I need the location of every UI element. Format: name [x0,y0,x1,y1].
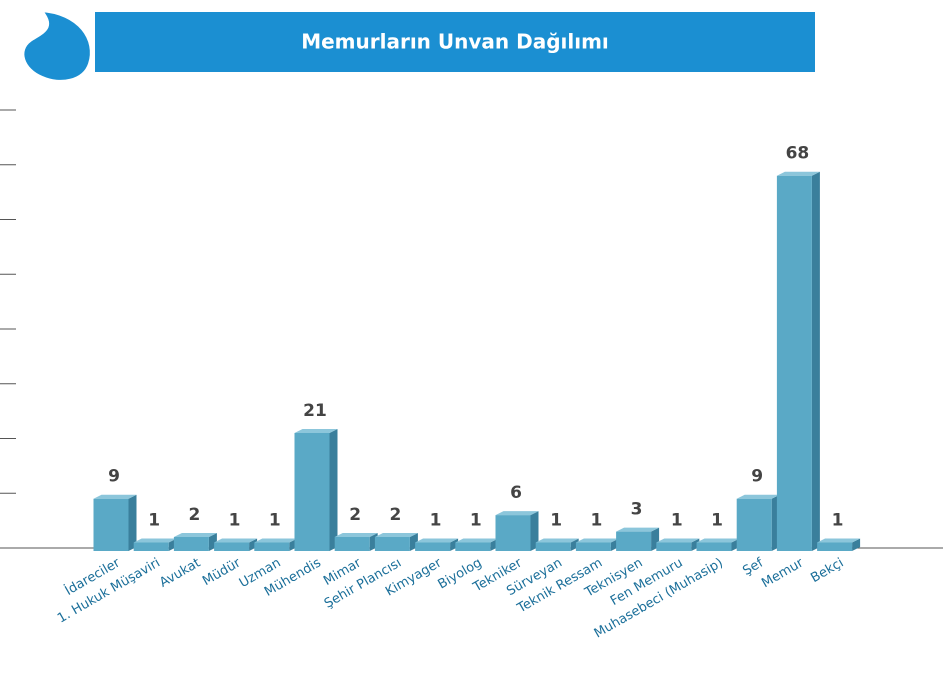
bar-face [173,533,217,538]
value-label: 6 [510,483,522,503]
bar-face [530,511,539,551]
bar-face [817,538,861,543]
bar-face [535,542,571,551]
bar-face [334,533,378,538]
bar-face [696,542,732,551]
bar-face [374,537,410,551]
value-label: 1 [470,511,482,531]
value-label: 1 [832,511,844,531]
bar-face [455,542,491,551]
bar-face [133,542,169,551]
bar-face [254,538,298,543]
bar-face [696,538,740,543]
bar-face [329,429,338,551]
bar-face [575,542,611,551]
bar-face [374,533,418,538]
value-label: 1 [711,511,723,531]
value-label: 3 [631,500,643,520]
value-label: 1 [148,511,160,531]
bar-face [93,498,129,551]
bar-face [254,542,290,551]
bar-face [334,537,370,551]
bar [374,533,418,551]
bar [455,538,499,551]
bar [93,494,137,551]
bar [575,538,619,551]
bar [415,538,459,551]
value-label: 1 [671,511,683,531]
value-label: 1 [430,511,442,531]
value-label: 2 [349,505,361,525]
bar-face [575,538,619,543]
bar-face [214,538,258,543]
drop-icon [20,7,94,84]
bar-face [852,538,861,551]
bar-face [736,494,780,499]
bar-face [495,511,539,516]
bar [736,494,780,551]
bar [133,538,177,551]
bar-face [455,538,499,543]
bar [495,511,539,551]
bar [214,538,258,551]
bar-face [656,538,700,543]
bar-face [811,171,820,551]
bar-face [616,527,660,532]
chart-title: Memurların Unvan Dağılımı [301,30,609,54]
bar-face [173,537,209,551]
value-label: 68 [786,144,810,164]
value-label: 1 [269,511,281,531]
bar-face [656,542,692,551]
bar-face [415,538,459,543]
x-tick-label: Müdür [200,555,244,589]
bar-face [294,429,338,434]
bar-face [495,515,531,551]
bar-face [133,538,177,543]
bar [334,533,378,551]
bar [535,538,579,551]
bar [294,429,338,551]
bar-face [535,538,579,543]
bar [696,538,740,551]
bar [656,538,700,551]
bar [616,527,660,551]
bar-face [93,494,137,499]
bar [776,171,820,551]
bar [817,538,861,551]
x-tick-label: Memur [759,555,806,591]
value-label: 2 [389,505,401,525]
value-label: 1 [550,511,562,531]
bar-face [817,542,853,551]
bar-face [128,494,137,551]
bar-face [776,175,812,551]
value-label: 1 [590,511,602,531]
bar-face [294,433,330,551]
value-label: 1 [229,511,241,531]
value-label: 9 [108,467,120,487]
value-label: 21 [303,401,327,421]
bar [254,538,298,551]
value-label: 9 [751,467,763,487]
x-tick-label: Bekçi [808,556,846,587]
header-bar [95,12,815,72]
bar-face [415,542,451,551]
value-label: 2 [188,505,200,525]
bar-face [736,498,772,551]
bar-face [776,171,820,176]
bar [173,533,217,551]
bar-face [214,542,250,551]
x-tick-label: Avukat [157,556,203,591]
bar-face [616,531,652,551]
